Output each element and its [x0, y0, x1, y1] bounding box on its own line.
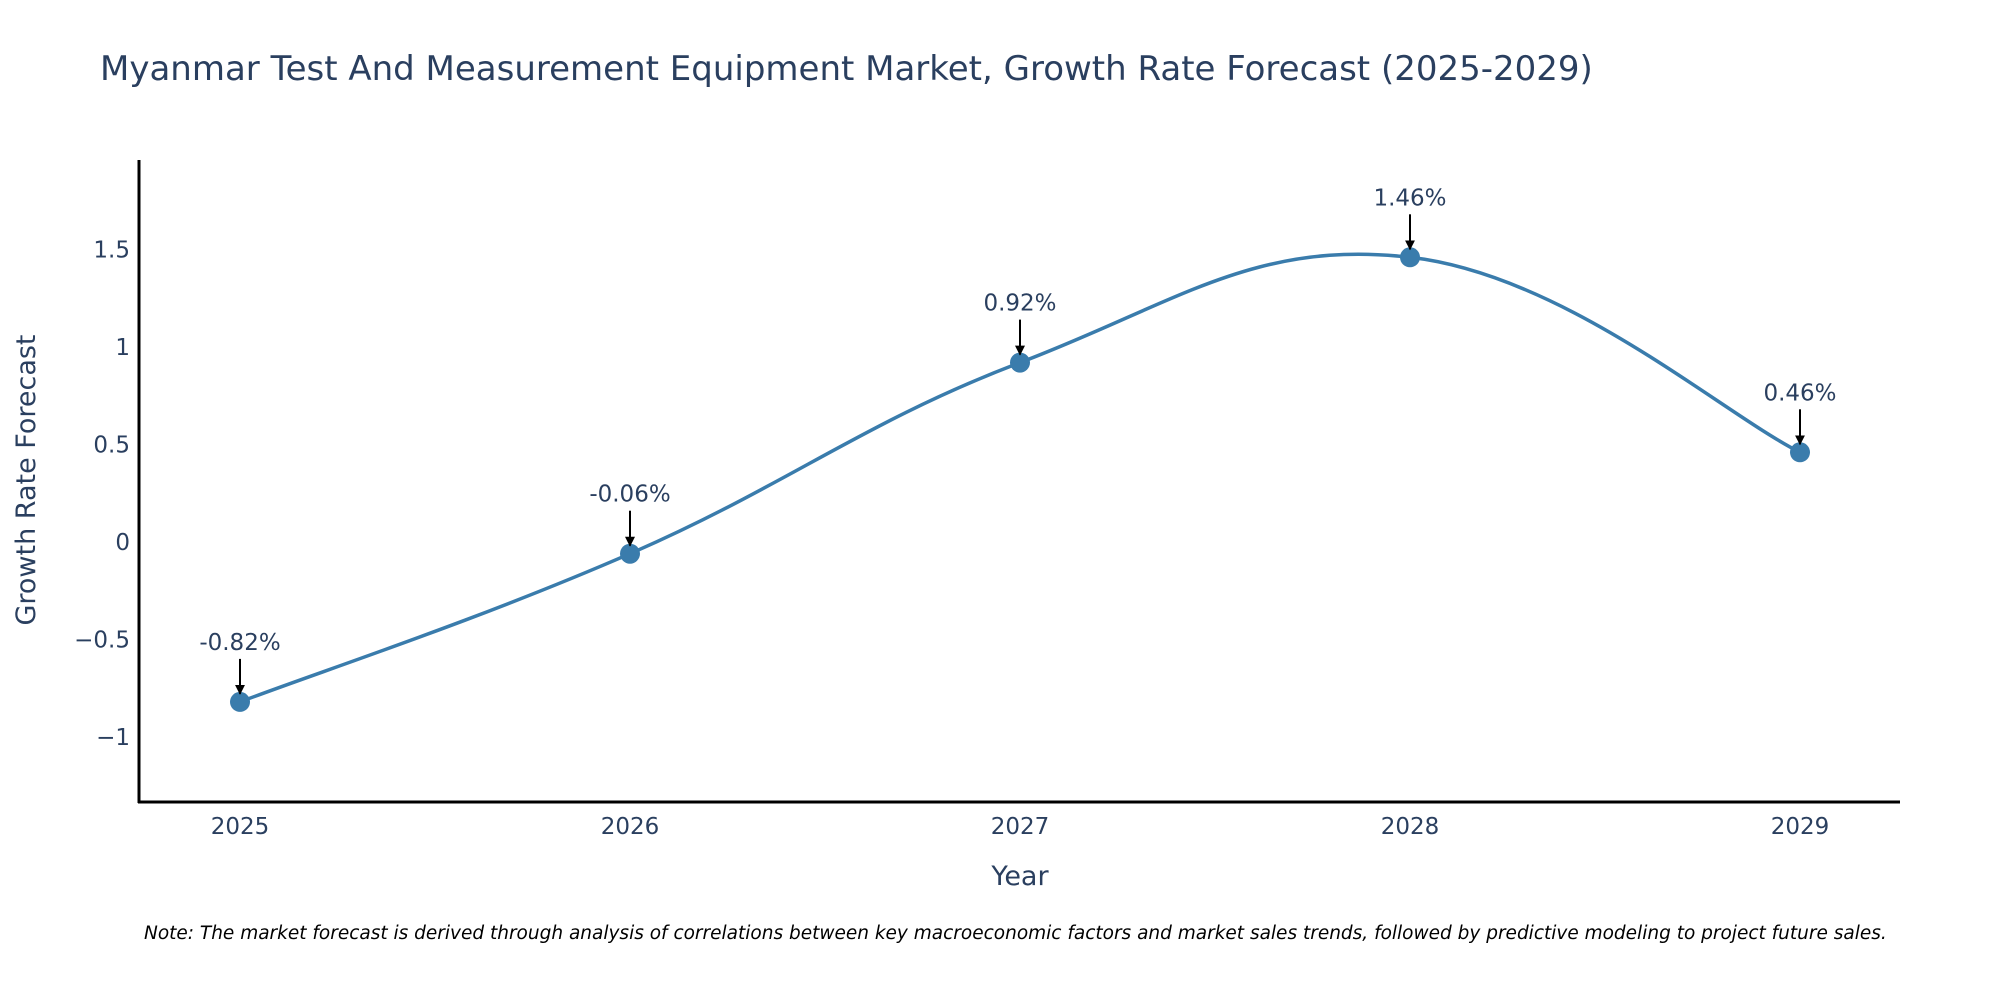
- x-axis-ticks: 2025 2026 2027 2028 2029: [211, 814, 1830, 840]
- data-label: -0.82%: [199, 630, 280, 656]
- data-annotations: -0.82% -0.06% 0.92% 1.46% 0.46%: [199, 185, 1837, 695]
- chart-title: Myanmar Test And Measurement Equipment M…: [100, 49, 1593, 89]
- data-points: [230, 247, 1810, 712]
- y-tick-label: 0.5: [93, 433, 130, 459]
- data-point: [620, 543, 640, 564]
- x-tick-label: 2029: [1771, 814, 1830, 840]
- footnote: Note: The market forecast is derived thr…: [144, 923, 1887, 944]
- data-point: [230, 691, 250, 712]
- y-axis-title: Growth Rate Forecast: [11, 334, 42, 625]
- y-tick-label: 1: [115, 335, 130, 361]
- x-tick-label: 2027: [991, 814, 1050, 840]
- y-tick-label: −1: [96, 725, 130, 751]
- data-point: [1790, 442, 1810, 463]
- data-point: [1010, 352, 1030, 373]
- y-tick-label: 0: [115, 530, 130, 556]
- x-tick-label: 2028: [1381, 814, 1440, 840]
- data-label: 0.46%: [1763, 380, 1836, 406]
- y-tick-label: −0.5: [74, 628, 130, 654]
- x-tick-label: 2026: [601, 814, 660, 840]
- data-label: 0.92%: [983, 291, 1056, 317]
- y-axis-ticks: −1 −0.5 0 0.5 1 1.5: [74, 238, 130, 752]
- x-tick-label: 2025: [211, 814, 270, 840]
- data-label: -0.06%: [589, 482, 670, 508]
- data-point: [1400, 247, 1420, 268]
- data-label: 1.46%: [1373, 185, 1446, 211]
- x-axis-title: Year: [990, 861, 1049, 892]
- y-tick-label: 1.5: [93, 238, 130, 264]
